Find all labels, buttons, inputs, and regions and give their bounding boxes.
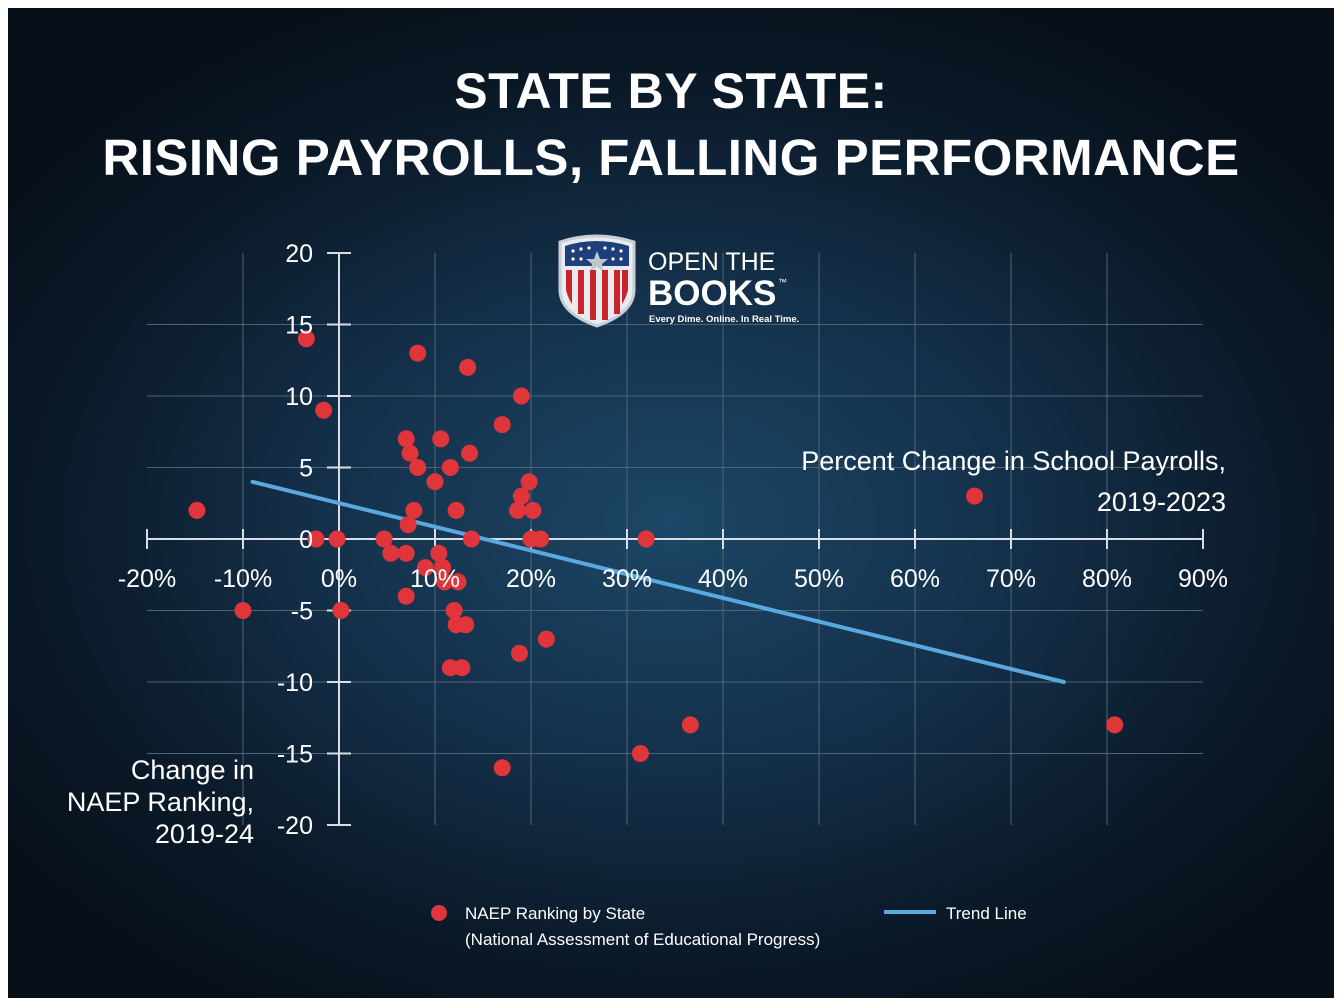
logo-line-2: BOOKS (648, 274, 776, 313)
data-point (409, 459, 427, 476)
data-point (315, 401, 333, 419)
data-point (436, 573, 454, 591)
x-tick-label: 50% (794, 565, 844, 593)
data-point (382, 544, 400, 562)
data-point (397, 544, 415, 562)
y-tick-label: 15 (285, 312, 313, 340)
data-point (234, 602, 252, 619)
x-axis-title-line-2: 2019-2023 (1097, 487, 1226, 517)
logo-trademark: ™ (778, 277, 787, 287)
y-axis-title-line-3: 2019-24 (155, 819, 254, 849)
legend-point-marker (431, 905, 447, 921)
logo-tagline: Every Dime. Online. In Real Time. (649, 314, 799, 325)
data-point (447, 501, 465, 519)
data-point (493, 759, 511, 777)
x-tick-label: 90% (1178, 565, 1228, 593)
data-point (510, 644, 528, 662)
data-point (328, 530, 346, 548)
scatter-chart: -20% -10% 0% 10% 20% 30% 40% 50% 60% 70% 80% 90%201… (67, 234, 1228, 949)
data-point (426, 473, 444, 491)
x-tick-label: 20% (506, 565, 556, 593)
legend: NAEP Ranking by State (National Assessme… (431, 904, 1027, 949)
x-tick-label: -20% (118, 565, 176, 593)
legend-points-label: NAEP Ranking by State (465, 904, 645, 923)
data-point (307, 530, 325, 548)
data-point (524, 501, 542, 519)
data-point (441, 459, 459, 476)
data-point (512, 487, 530, 505)
title-line-1: STATE BY STATE: (454, 63, 888, 119)
y-axis-title-line-2: NAEP Ranking, (67, 787, 254, 817)
data-point (434, 559, 452, 577)
tick-labels: -20% -10% 0% 10% 20% 30% 40% 50% 60% 70% 80% 90%201… (118, 240, 1228, 840)
y-tick-label: 20 (285, 240, 313, 268)
trend-line (250, 479, 1066, 684)
data-point (520, 473, 538, 491)
x-axis-title-line-1: Percent Change in School Payrolls, (801, 446, 1226, 476)
data-point (401, 444, 419, 462)
y-tick-label: 0 (299, 526, 313, 554)
x-tick-label: 80% (1082, 565, 1132, 593)
data-point (430, 544, 448, 562)
x-tick-label: 10% (410, 565, 460, 593)
y-tick-label: 10 (285, 383, 313, 411)
y-tick-label: -20 (277, 812, 313, 840)
data-point (399, 516, 417, 534)
infographic-canvas: STATE BY STATE: RISING PAYROLLS, FALLING… (8, 8, 1334, 998)
data-point (461, 444, 479, 462)
data-point (459, 358, 477, 376)
data-points (188, 330, 1124, 777)
data-point (512, 387, 530, 405)
y-axis-title-line-1: Change in (131, 755, 254, 785)
data-point (457, 616, 475, 634)
logo-line-1: OPEN THE (648, 248, 775, 276)
data-point (405, 501, 423, 519)
data-point (493, 416, 511, 434)
data-point (449, 573, 467, 591)
open-the-books-logo: OPEN THE BOOKS ™ Every Dime. Online. In … (558, 234, 799, 328)
x-tick-label: -10% (214, 565, 272, 593)
data-point (397, 587, 415, 605)
data-point (966, 487, 984, 505)
x-tick-label: 60% (890, 565, 940, 593)
data-point (631, 745, 649, 762)
data-point (332, 602, 350, 619)
data-point (375, 530, 393, 548)
data-point (509, 501, 527, 519)
data-point (188, 501, 206, 519)
data-point (532, 530, 550, 548)
data-point (537, 630, 555, 648)
x-tick-label: 0% (321, 565, 357, 593)
data-point (409, 344, 427, 362)
legend-trend-label: Trend Line (946, 904, 1027, 923)
data-point (416, 559, 434, 577)
data-point (453, 659, 471, 677)
title-line-2: RISING PAYROLLS, FALLING PERFORMANCE (102, 129, 1240, 186)
trend-line-layer (250, 479, 1066, 684)
x-tick-label: 70% (986, 565, 1036, 593)
shield-icon (558, 234, 636, 328)
y-tick-label: 5 (299, 455, 313, 483)
legend-points-sublabel: (National Assessment of Educational Prog… (465, 930, 820, 949)
data-point (297, 330, 315, 348)
y-tick-label: -5 (291, 598, 313, 626)
data-point (637, 530, 655, 548)
y-tick-label: -15 (277, 741, 313, 769)
data-point (1106, 716, 1124, 734)
x-tick-label: 30% (602, 565, 652, 593)
data-point (681, 716, 699, 734)
data-point (462, 530, 480, 548)
data-point (432, 430, 450, 448)
data-point (397, 430, 415, 448)
data-point (445, 602, 463, 619)
y-tick-label: -10 (277, 669, 313, 697)
x-tick-label: 40% (698, 565, 748, 593)
